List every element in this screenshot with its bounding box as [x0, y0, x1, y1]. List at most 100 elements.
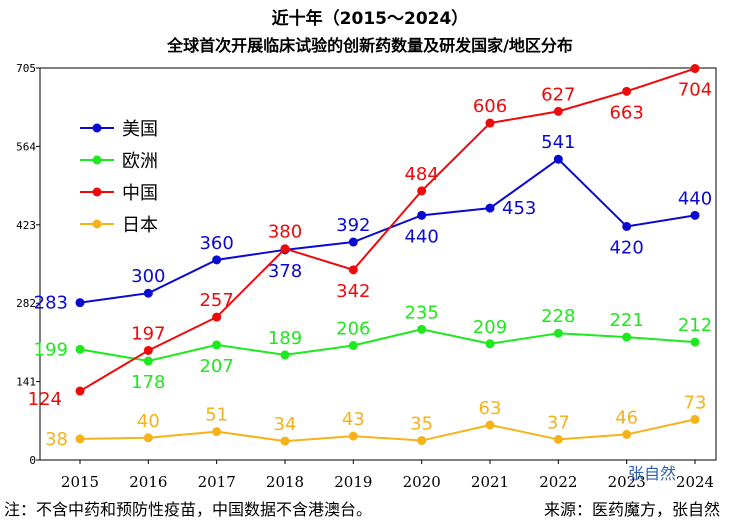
legend-label: 美国	[122, 119, 158, 140]
data-label: 35	[410, 414, 433, 435]
data-point	[75, 298, 85, 308]
data-label: 453	[502, 198, 536, 219]
data-label: 484	[404, 164, 438, 185]
data-point	[75, 434, 85, 444]
x-tick-label: 2016	[129, 473, 167, 491]
data-label: 124	[28, 389, 62, 410]
data-label: 207	[199, 356, 233, 377]
series-line	[79, 328, 696, 363]
x-tick-label: 2021	[471, 473, 509, 491]
data-point	[622, 221, 632, 231]
legend-marker	[92, 123, 102, 133]
data-point	[690, 64, 700, 74]
data-label: 257	[199, 290, 233, 311]
data-label: 235	[404, 302, 438, 323]
data-point	[690, 337, 700, 347]
legend-label: 中国	[122, 183, 158, 204]
data-label: 663	[609, 102, 643, 123]
data-point	[553, 434, 563, 444]
data-label: 606	[473, 96, 507, 117]
x-tick-label: 2020	[403, 473, 441, 491]
data-point	[348, 265, 358, 275]
data-label: 199	[34, 339, 68, 360]
data-point	[212, 340, 222, 350]
data-label: 704	[678, 80, 712, 101]
data-point	[348, 237, 358, 247]
data-point	[212, 312, 222, 322]
data-label: 283	[34, 293, 68, 314]
y-tick-label: 282	[16, 297, 36, 310]
data-label: 541	[541, 132, 575, 153]
data-point	[348, 431, 358, 441]
data-label: 34	[274, 414, 297, 435]
y-tick-label: 564	[16, 140, 36, 153]
watermark: 张自然	[628, 464, 677, 483]
x-tick-label: 2022	[539, 473, 577, 491]
data-label: 221	[609, 310, 643, 331]
data-label: 40	[137, 411, 160, 432]
data-label: 197	[131, 323, 165, 344]
data-label: 46	[615, 407, 638, 428]
x-tick-label: 2017	[198, 473, 236, 491]
data-point	[143, 356, 153, 366]
data-point	[417, 436, 427, 446]
data-point	[553, 106, 563, 116]
series-line	[79, 157, 696, 304]
data-point	[485, 339, 495, 349]
data-label: 627	[541, 84, 575, 105]
data-point	[143, 288, 153, 298]
data-label: 300	[131, 266, 165, 287]
x-tick-label: 2019	[334, 473, 372, 491]
chart-title: 近十年（2015～2024）	[271, 9, 469, 29]
data-point	[553, 328, 563, 338]
y-tick-label: 141	[16, 376, 36, 389]
data-label: 378	[268, 261, 302, 282]
data-label: 63	[479, 398, 502, 419]
data-point	[280, 436, 290, 446]
data-label: 380	[268, 222, 302, 243]
data-point	[212, 255, 222, 265]
data-label: 212	[678, 315, 712, 336]
data-label: 392	[336, 215, 370, 236]
data-point	[348, 340, 358, 350]
data-point	[622, 429, 632, 439]
data-point	[485, 203, 495, 213]
data-label: 209	[473, 317, 507, 338]
data-label: 189	[268, 328, 302, 349]
data-label: 206	[336, 318, 370, 339]
data-point	[212, 427, 222, 437]
data-label: 51	[205, 405, 228, 426]
data-label: 178	[131, 372, 165, 393]
plot-area-frame	[39, 67, 717, 461]
chart-subtitle: 全球首次开展临床试验的创新药数量及研发国家/地区分布	[167, 36, 573, 55]
data-label: 420	[609, 237, 643, 258]
data-point	[485, 420, 495, 430]
data-point	[553, 154, 563, 164]
data-point	[622, 86, 632, 96]
data-label: 228	[541, 306, 575, 327]
data-label: 342	[336, 281, 370, 302]
data-point	[690, 414, 700, 424]
y-tick-label: 0	[29, 454, 36, 467]
legend-marker	[92, 187, 102, 197]
legend-label: 欧洲	[122, 151, 158, 172]
data-point	[690, 210, 700, 220]
data-label: 43	[342, 409, 365, 430]
data-point	[75, 344, 85, 354]
data-point	[75, 386, 85, 396]
data-point	[417, 186, 427, 196]
data-label: 360	[199, 233, 233, 254]
data-label: 440	[404, 226, 438, 247]
data-point	[280, 350, 290, 360]
series-line	[79, 67, 696, 392]
data-label: 37	[547, 412, 570, 433]
data-label: 440	[678, 188, 712, 209]
data-point	[143, 345, 153, 355]
legend-marker	[92, 155, 102, 165]
y-tick-label: 705	[16, 62, 36, 75]
legend-label: 日本	[122, 215, 158, 236]
data-point	[280, 244, 290, 254]
data-point	[143, 433, 153, 443]
x-tick-label: 2023	[608, 473, 646, 491]
